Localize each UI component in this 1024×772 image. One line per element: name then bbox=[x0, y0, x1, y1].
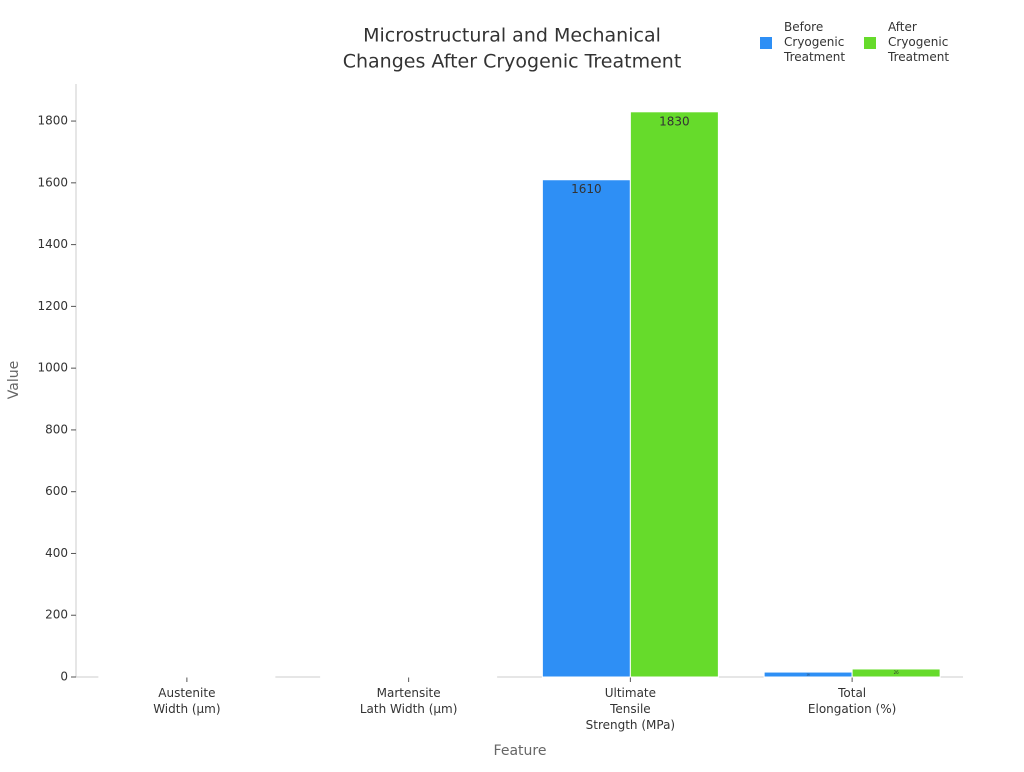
data-label: 26 bbox=[894, 670, 900, 675]
legend: Before Cryogenic Treatment After Cryogeni… bbox=[760, 20, 954, 65]
x-tick-line: Ultimate bbox=[605, 686, 656, 700]
y-tick-label: 0 bbox=[60, 670, 68, 684]
data-label: 16 bbox=[807, 673, 811, 677]
legend-label: After Cryogenic Treatment bbox=[888, 20, 954, 65]
legend-label: Before Cryogenic Treatment bbox=[784, 20, 850, 65]
y-tick-label: 1000 bbox=[37, 361, 68, 375]
x-tick-line: Austenite bbox=[158, 686, 215, 700]
y-axis-label: Value bbox=[6, 361, 22, 399]
bar bbox=[542, 180, 630, 677]
x-tick-line: Width (μm) bbox=[153, 702, 220, 716]
bar bbox=[630, 112, 718, 677]
chart-title: Changes After Cryogenic Treatment bbox=[343, 51, 682, 73]
legend-swatch bbox=[864, 37, 876, 49]
x-tick-line: Tensile bbox=[609, 702, 651, 716]
x-tick-line: Martensite bbox=[377, 686, 441, 700]
y-tick-label: 1200 bbox=[37, 299, 68, 313]
x-tick-label: Martensite Lath Width (μm) bbox=[360, 686, 458, 716]
y-tick-label: 1600 bbox=[37, 175, 68, 189]
x-tick-label: Total Elongation (%) bbox=[808, 686, 896, 716]
data-label: 1830 bbox=[659, 114, 690, 128]
x-tick-label: Ultimate Tensile Strength (MPa) bbox=[586, 686, 676, 732]
legend-swatch bbox=[760, 37, 772, 49]
y-tick-label: 1400 bbox=[37, 237, 68, 251]
x-tick-line: Total bbox=[837, 686, 866, 700]
y-tick-label: 1800 bbox=[37, 114, 68, 128]
x-axis-label: Feature bbox=[494, 743, 547, 759]
legend-item: Before Cryogenic Treatment bbox=[760, 20, 850, 65]
data-label: 1610 bbox=[571, 182, 602, 196]
x-tick-line: Lath Width (μm) bbox=[360, 702, 458, 716]
y-tick-label: 400 bbox=[45, 546, 68, 560]
y-tick-label: 800 bbox=[45, 422, 68, 436]
x-tick-line: Strength (MPa) bbox=[586, 718, 676, 732]
y-tick-label: 600 bbox=[45, 484, 68, 498]
chart-title: Microstructural and Mechanical bbox=[363, 25, 661, 47]
legend-item: After Cryogenic Treatment bbox=[864, 20, 954, 65]
x-tick-label: Austenite Width (μm) bbox=[153, 686, 220, 716]
y-tick-label: 200 bbox=[45, 608, 68, 622]
x-tick-line: Elongation (%) bbox=[808, 702, 896, 716]
